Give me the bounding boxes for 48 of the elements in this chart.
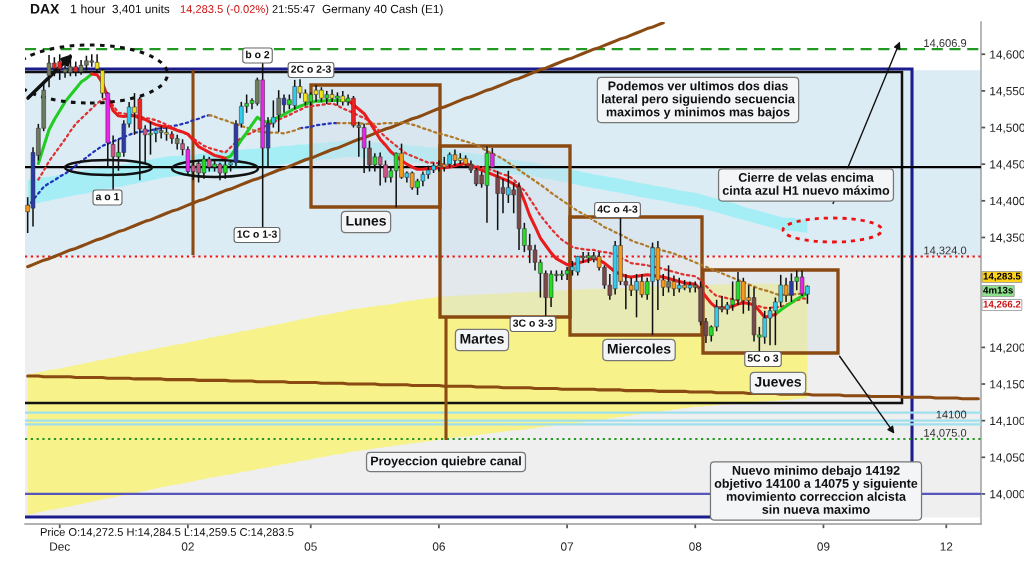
annotation: a o 1 — [95, 193, 120, 201]
ref-line-label: 14,075.0 — [924, 428, 967, 439]
y-tick-label: 14,400 — [990, 196, 1024, 207]
y-tick-label: 14,000 — [990, 489, 1024, 500]
x-tick-label: 07 — [560, 542, 574, 551]
annotation: Martes — [460, 334, 504, 344]
annotation: Nuevo minimo debajo 14192 objetivo 14100 a 14075 y siguiente movimiento correccion alcista sin nueva maximo — [714, 465, 918, 514]
x-tick-label: 06 — [432, 542, 445, 551]
y-tick-label: 14,200 — [990, 343, 1024, 354]
annotation: Jueves — [754, 377, 801, 387]
annotation: b o 2 — [246, 50, 270, 59]
chart-title: DAX — [30, 4, 60, 14]
x-tick-label: 12 — [940, 542, 953, 551]
text: Price O:14,272.5 H:14,284.5 L:14,259.5 C:14,283.5 — [40, 527, 294, 538]
annotation: Lunes — [346, 216, 386, 226]
annotation: 4C o 4-3 — [597, 205, 638, 213]
annotation: Miercoles — [607, 343, 671, 354]
annotation: Cierre de velas encima cinta azul H1 nuevo máximo — [722, 172, 890, 195]
annotation: 5C o 3 — [747, 354, 779, 362]
text: 14,266.2 — [983, 300, 1021, 310]
x-tick-label: 08 — [689, 542, 702, 551]
y-tick-label: 14,600 — [990, 50, 1024, 61]
annotation: 3C o 3-3 — [512, 319, 553, 327]
y-tick-label: 14,500 — [990, 123, 1024, 134]
ref-line-label: 14,606.9 — [924, 39, 967, 49]
text: 3,401 units — [112, 4, 170, 15]
annotation: 2C o 2-3 — [291, 65, 331, 73]
ref-line-label: 14,324.0 — [924, 246, 967, 256]
ref-line-label: 14100 — [936, 410, 967, 419]
x-tick-label: 09 — [817, 542, 830, 551]
y-tick-label: 14,350 — [990, 233, 1024, 244]
text: 4m13s — [983, 286, 1013, 294]
y-tick-label: 14,450 — [990, 160, 1024, 170]
x-tick-label: 02 — [181, 542, 194, 551]
text: 14,283.5 — [983, 272, 1021, 282]
annotation: Podemos ver ultimos dos dias lateral pero siguiendo secuencia maximos y minimos mas bajos — [601, 81, 795, 119]
x-tick-label: 05 — [304, 542, 317, 551]
chart-subtitle: 1 hour — [70, 4, 106, 14]
annotation: Proyeccion quiebre canal — [371, 456, 521, 468]
y-tick-label: 14,150 — [990, 380, 1024, 390]
y-tick-label: 14,100 — [990, 416, 1024, 427]
y-tick-label: 14,050 — [990, 453, 1024, 464]
annotation: 1C o 1-3 — [237, 230, 277, 238]
text: 14,283.5 (-0.02%) — [180, 4, 269, 16]
x-tick-label: Dec — [50, 542, 70, 551]
text: 21:55:47 — [272, 5, 315, 13]
text: Germany 40 Cash (E1) — [322, 4, 443, 16]
y-tick-label: 14,550 — [990, 86, 1024, 97]
